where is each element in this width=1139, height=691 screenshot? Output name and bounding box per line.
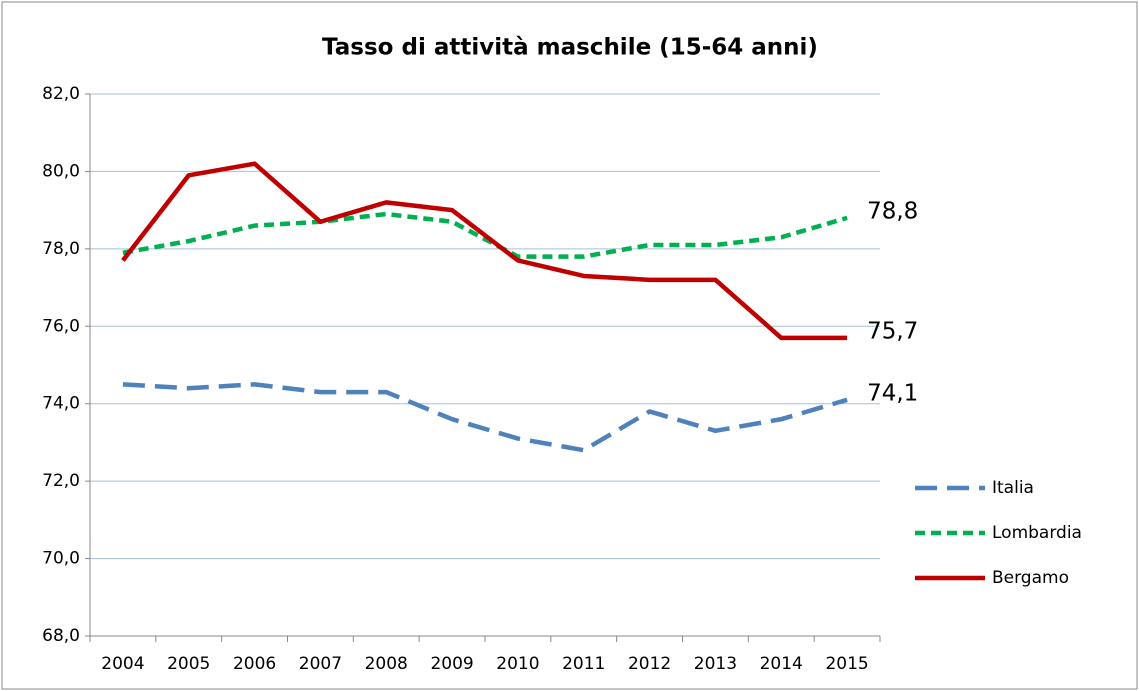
y-tick-label: 70,0 — [42, 549, 80, 569]
x-tick-label: 2007 — [299, 654, 342, 674]
legend-label: Italia — [992, 478, 1034, 498]
legend-label: Lombardia — [992, 523, 1082, 543]
x-tick-label: 2014 — [760, 654, 803, 674]
end-label: 75,7 — [867, 318, 918, 344]
y-tick-label: 82,0 — [42, 84, 80, 104]
x-tick-label: 2011 — [562, 654, 605, 674]
y-tick-label: 74,0 — [42, 394, 80, 414]
end-label: 74,1 — [867, 380, 918, 406]
x-tick-label: 2012 — [628, 654, 671, 674]
x-tick-label: 2013 — [694, 654, 737, 674]
x-tick-label: 2008 — [365, 654, 408, 674]
x-tick-label: 2004 — [101, 654, 144, 674]
x-tick-label: 2010 — [496, 654, 539, 674]
x-tick-label: 2009 — [430, 654, 473, 674]
y-tick-label: 68,0 — [42, 626, 80, 646]
legend-label: Bergamo — [992, 568, 1069, 588]
x-tick-label: 2005 — [167, 654, 210, 674]
x-tick-label: 2015 — [825, 654, 868, 674]
y-tick-label: 72,0 — [42, 471, 80, 491]
chart-title: Tasso di attività maschile (15-64 anni) — [322, 35, 818, 61]
series-line — [122, 382, 848, 453]
series-line — [121, 161, 848, 341]
series-line — [122, 211, 848, 259]
x-tick-label: 2006 — [233, 654, 276, 674]
y-tick-label: 80,0 — [42, 161, 80, 181]
y-tick-label: 78,0 — [42, 239, 80, 259]
y-tick-label: 76,0 — [42, 316, 80, 336]
end-label: 78,8 — [867, 198, 918, 224]
